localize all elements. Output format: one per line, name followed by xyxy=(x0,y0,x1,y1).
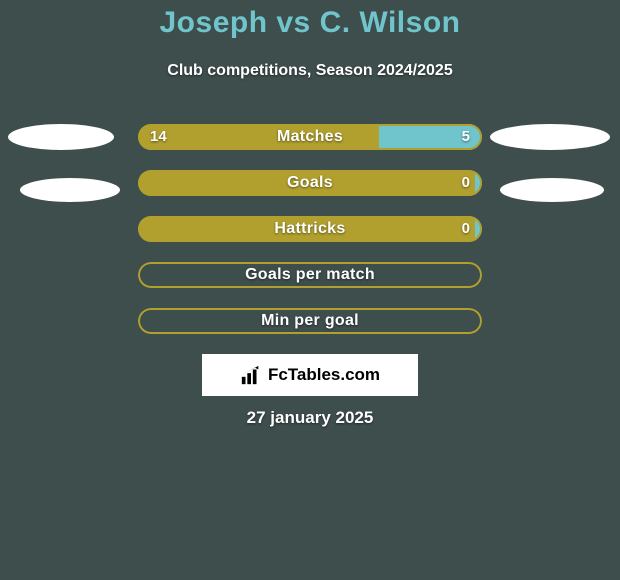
bar-label: Hattricks xyxy=(138,216,482,242)
bar-label: Min per goal xyxy=(138,308,482,334)
bar-label: Matches xyxy=(138,124,482,150)
bar-value-player2: 0 xyxy=(462,216,470,242)
decorative-ellipse xyxy=(20,178,120,202)
bar-value-player2: 5 xyxy=(462,124,470,150)
decorative-ellipse xyxy=(8,124,114,150)
stat-bar: Hattricks0 xyxy=(138,216,482,242)
player1-name: Joseph xyxy=(160,6,268,39)
comparison-title: Joseph vs C. Wilson xyxy=(0,6,620,40)
decorative-ellipse xyxy=(490,124,610,150)
subtitle: Club competitions, Season 2024/2025 xyxy=(0,62,620,80)
stat-bar: Goals per match xyxy=(138,262,482,288)
stat-bar: Goals0 xyxy=(138,170,482,196)
date-text: 27 january 2025 xyxy=(0,408,620,428)
infographic-canvas: Joseph vs C. Wilson Club competitions, S… xyxy=(0,0,620,580)
bar-label: Goals xyxy=(138,170,482,196)
decorative-ellipse xyxy=(500,178,604,202)
stat-bars-container: Matches145Goals0Hattricks0Goals per matc… xyxy=(138,124,482,354)
logo-text: FcTables.com xyxy=(268,365,380,385)
bars-up-icon xyxy=(240,364,262,386)
stat-bar: Matches14 5 xyxy=(138,124,482,150)
vs-text: vs xyxy=(268,6,320,39)
bar-value-player1: 14 xyxy=(150,124,167,150)
logo-box: FcTables.com xyxy=(202,354,418,396)
bar-label: Goals per match xyxy=(138,262,482,288)
player2-name: C. Wilson xyxy=(320,6,461,39)
bar-value-player2: 0 xyxy=(462,170,470,196)
stat-bar: Min per goal xyxy=(138,308,482,334)
